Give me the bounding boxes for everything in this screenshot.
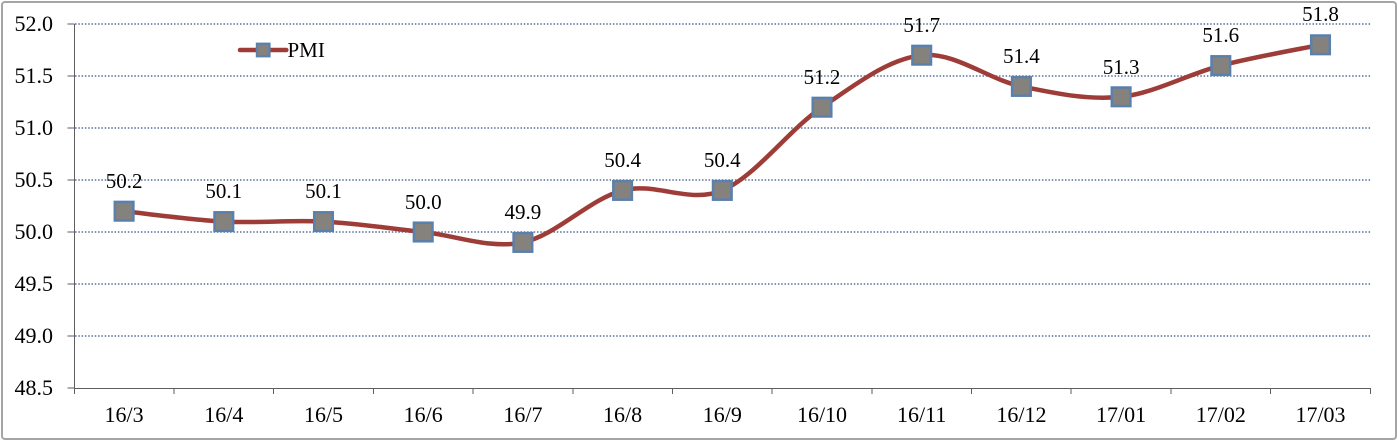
svg-text:16/10: 16/10	[797, 402, 847, 427]
svg-text:16/6: 16/6	[404, 402, 443, 427]
svg-text:16/5: 16/5	[304, 402, 343, 427]
svg-text:16/3: 16/3	[105, 402, 144, 427]
svg-text:16/11: 16/11	[897, 402, 946, 427]
svg-text:51.5: 51.5	[15, 63, 54, 88]
svg-text:50.2: 50.2	[106, 169, 143, 193]
svg-text:17/01: 17/01	[1096, 402, 1146, 427]
svg-text:17/03: 17/03	[1295, 402, 1345, 427]
svg-text:51.4: 51.4	[1003, 44, 1040, 68]
svg-text:52.0: 52.0	[15, 11, 54, 36]
svg-text:51.6: 51.6	[1202, 23, 1239, 47]
svg-text:50.4: 50.4	[604, 148, 641, 172]
svg-text:16/7: 16/7	[503, 402, 542, 427]
svg-text:50.0: 50.0	[405, 190, 442, 214]
svg-text:16/9: 16/9	[703, 402, 742, 427]
svg-text:50.0: 50.0	[15, 219, 54, 244]
svg-text:17/02: 17/02	[1196, 402, 1246, 427]
svg-text:49.0: 49.0	[15, 323, 54, 348]
svg-text:51.0: 51.0	[15, 115, 54, 140]
svg-text:16/4: 16/4	[204, 402, 243, 427]
svg-text:48.5: 48.5	[15, 375, 54, 400]
svg-text:51.8: 51.8	[1302, 2, 1339, 26]
svg-text:49.5: 49.5	[15, 271, 54, 296]
svg-text:50.4: 50.4	[704, 148, 741, 172]
svg-text:49.9: 49.9	[505, 200, 542, 224]
svg-text:PMI: PMI	[288, 38, 325, 62]
svg-text:51.3: 51.3	[1103, 55, 1140, 79]
svg-text:50.5: 50.5	[15, 167, 54, 192]
svg-text:50.1: 50.1	[305, 179, 342, 203]
svg-text:16/12: 16/12	[996, 402, 1046, 427]
svg-text:51.2: 51.2	[804, 65, 841, 89]
svg-text:16/8: 16/8	[603, 402, 642, 427]
svg-text:51.7: 51.7	[903, 13, 940, 37]
svg-text:50.1: 50.1	[205, 179, 242, 203]
